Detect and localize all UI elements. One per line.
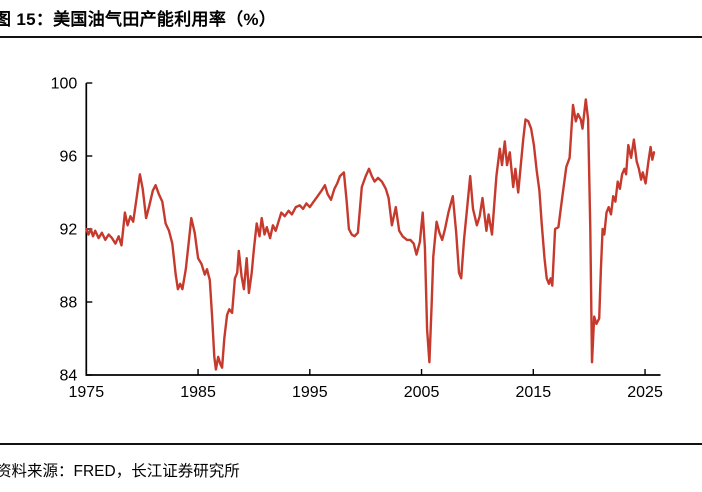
y-tick-label: 88 xyxy=(60,295,78,312)
y-tick-label: 84 xyxy=(60,368,78,385)
x-tick-label: 1975 xyxy=(69,384,105,401)
data-line-capacity-utilization xyxy=(85,98,656,371)
y-tick-label: 100 xyxy=(51,76,78,93)
header-divider xyxy=(0,36,702,38)
x-tick-label: 2005 xyxy=(404,384,440,401)
source-note: 资料来源：FRED，长江证券研究所 xyxy=(0,463,240,480)
x-tick-label: 2015 xyxy=(516,384,552,401)
x-tick-label: 1985 xyxy=(180,384,216,401)
figure-title: 图 15：美国油气田产能利用率（%） xyxy=(0,10,277,29)
x-tick-label: 1995 xyxy=(292,384,328,401)
y-tick-label: 96 xyxy=(60,149,78,166)
x-tick-label: 2025 xyxy=(627,384,663,401)
chart-area: 84 88 92 96 100 1975 1985 1995 2005 2015 2025 xyxy=(0,40,702,440)
footer-divider xyxy=(0,443,702,445)
y-tick-label: 92 xyxy=(60,222,78,239)
capacity-utilization-line-chart: 84 88 92 96 100 1975 1985 1995 2005 2015 2025 xyxy=(51,76,663,402)
